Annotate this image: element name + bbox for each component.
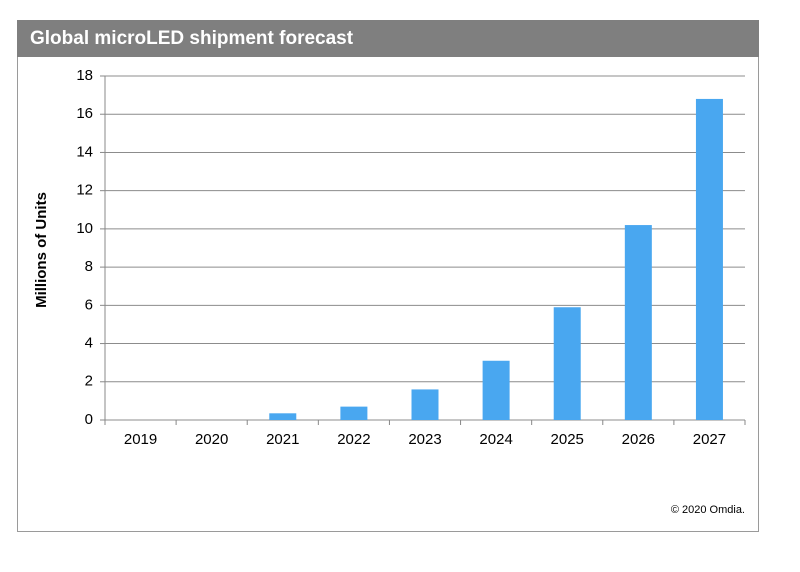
x-tick-label: 2027 (693, 431, 726, 448)
bar (553, 307, 581, 420)
x-tick-label: 2024 (479, 431, 512, 448)
bar (411, 389, 439, 420)
y-tick-label: 14 (76, 143, 93, 160)
bar (482, 360, 510, 420)
x-tick-label: 2025 (551, 431, 584, 448)
x-tick-label: 2022 (337, 431, 370, 448)
x-tick-label: 2023 (408, 431, 441, 448)
bar (624, 225, 652, 420)
bar (340, 406, 368, 420)
bar (269, 413, 297, 420)
y-tick-label: 18 (76, 67, 93, 84)
title-bar (17, 20, 759, 57)
x-tick-label: 2026 (622, 431, 655, 448)
y-axis-label: Millions of Units (33, 192, 50, 308)
y-tick-label: 8 (85, 258, 93, 275)
source-note: © 2020 Omdia. (671, 504, 745, 516)
chart-title: Global microLED shipment forecast (30, 28, 354, 49)
y-tick-label: 6 (85, 296, 93, 313)
y-tick-label: 4 (85, 335, 93, 352)
x-tick-label: 2019 (124, 431, 157, 448)
bar (695, 98, 723, 420)
y-tick-label: 10 (76, 220, 93, 237)
y-tick-label: 12 (76, 182, 93, 199)
y-tick-label: 2 (85, 373, 93, 390)
x-tick-label: 2021 (266, 431, 299, 448)
y-tick-label: 16 (76, 105, 93, 122)
y-tick-label: 0 (85, 411, 93, 428)
x-tick-label: 2020 (195, 431, 228, 448)
